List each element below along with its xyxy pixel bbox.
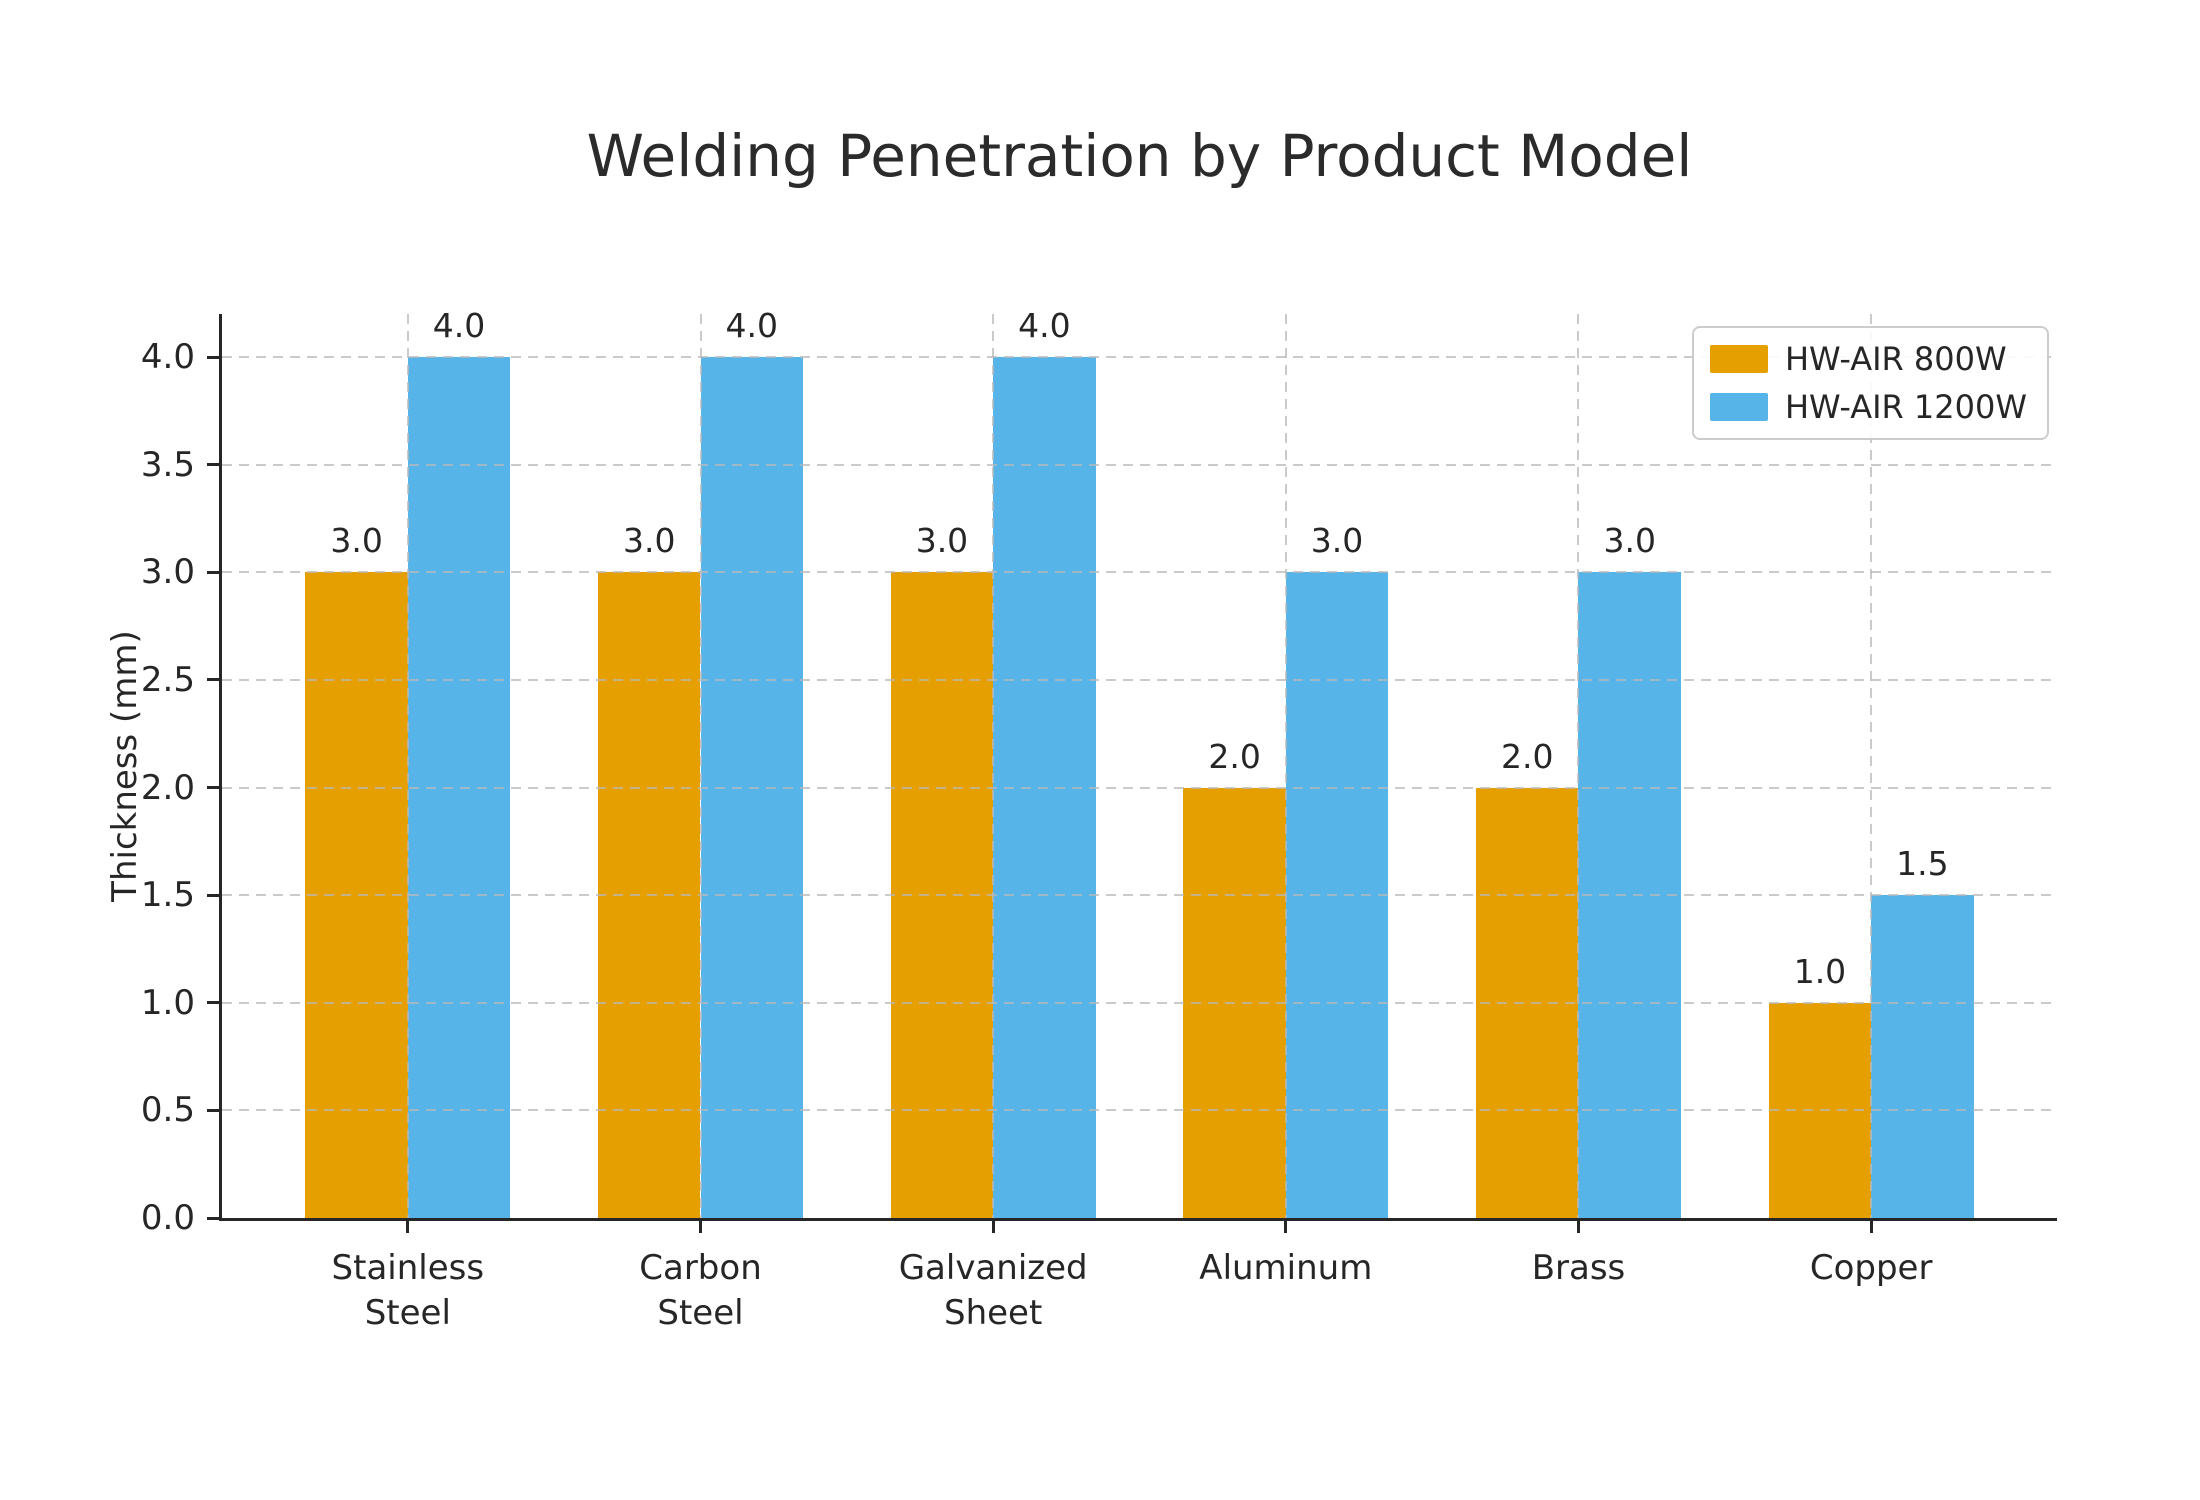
y-tick-label: 2.5 (140, 659, 195, 700)
horizontal-gridline (222, 678, 2057, 681)
plot-area: HW-AIR 800W HW-AIR 1200W 0.0 0.5 1.0 1.5 2.0 2… (141, 306, 2057, 1333)
bar-value-label: 2.0 (1208, 736, 1261, 776)
x-tick-mark (406, 1221, 410, 1233)
horizontal-gridline (222, 571, 2057, 574)
legend-row: HW-AIR 1200W (1709, 388, 2027, 426)
horizontal-gridline (222, 356, 2057, 359)
y-tick-label: 0.5 (140, 1090, 195, 1131)
horizontal-gridline (222, 1109, 2057, 1112)
y-tick-mark (207, 1216, 219, 1220)
chart-title: Welding Penetration by Product Model (586, 122, 1693, 190)
vertical-gridline (1870, 314, 1873, 1218)
bar-value-label: 4.0 (432, 306, 486, 346)
y-tick-label: 3.0 (140, 552, 195, 593)
x-tick-mark (1576, 1221, 1580, 1233)
legend-label: HW-AIR 800W (1784, 340, 2007, 378)
y-tick-mark (207, 570, 219, 574)
y-tick-mark (207, 893, 219, 897)
x-tick-label: Galvanized Sheet (898, 1248, 1088, 1333)
vertical-gridline (1577, 314, 1580, 1218)
x-tick-mark (1284, 1221, 1288, 1233)
bar-value-label: 4.0 (725, 306, 778, 346)
bar-value-label: 1.5 (1896, 844, 1949, 884)
y-axis-label: Thickness (mm) (105, 630, 145, 902)
horizontal-gridline (222, 1001, 2057, 1004)
bar-value-label: 2.0 (1501, 736, 1554, 776)
horizontal-gridline (222, 463, 2057, 466)
legend-row: HW-AIR 800W (1709, 340, 2027, 378)
x-tick-label: Brass (1531, 1248, 1626, 1288)
x-tick-mark (1869, 1221, 1873, 1233)
bar-value-label: 3.0 (1603, 521, 1656, 561)
bar-value-label: 1.0 (1793, 951, 1847, 991)
y-tick-label: 2.0 (140, 767, 195, 808)
bar-value-label: 3.0 (330, 521, 383, 561)
legend-label: HW-AIR 1200W (1784, 388, 2027, 426)
legend-swatch (1709, 345, 1768, 373)
x-tick-mark (991, 1221, 995, 1233)
y-tick-mark (207, 355, 219, 359)
y-tick-mark (207, 678, 219, 682)
x-axis-spine (219, 1218, 2057, 1221)
bar-value-label: 3.0 (915, 521, 969, 561)
x-tick-label: Copper (1809, 1248, 1933, 1288)
y-axis-spine (219, 314, 222, 1221)
bar-value-label: 4.0 (1018, 306, 1071, 346)
horizontal-gridline (222, 894, 2057, 897)
y-tick-label: 0.0 (140, 1198, 195, 1238)
y-tick-label: 4.0 (140, 337, 195, 378)
x-tick-label: Stainless Steel (331, 1248, 485, 1333)
horizontal-gridline (222, 786, 2057, 789)
bar-value-label: 3.0 (623, 521, 676, 561)
x-tick-mark (699, 1221, 702, 1233)
y-tick-mark (207, 1108, 219, 1112)
x-tick-label: Aluminum (1199, 1248, 1373, 1288)
y-tick-label: 1.0 (140, 982, 195, 1023)
y-tick-mark (207, 1001, 219, 1005)
legend-swatch (1709, 393, 1768, 421)
legend: HW-AIR 800W HW-AIR 1200W (1691, 326, 2049, 440)
y-tick-label: 1.5 (140, 875, 195, 916)
bar (1871, 895, 1974, 1218)
vertical-gridline (699, 314, 702, 1218)
y-tick-mark (207, 463, 219, 467)
bar-value-label: 3.0 (1310, 521, 1364, 561)
y-tick-label: 3.5 (140, 444, 195, 485)
y-tick-mark (207, 786, 219, 790)
vertical-gridline (992, 314, 995, 1218)
vertical-gridline (406, 314, 409, 1218)
vertical-gridline (1284, 314, 1287, 1218)
x-tick-label: Carbon Steel (639, 1248, 762, 1333)
